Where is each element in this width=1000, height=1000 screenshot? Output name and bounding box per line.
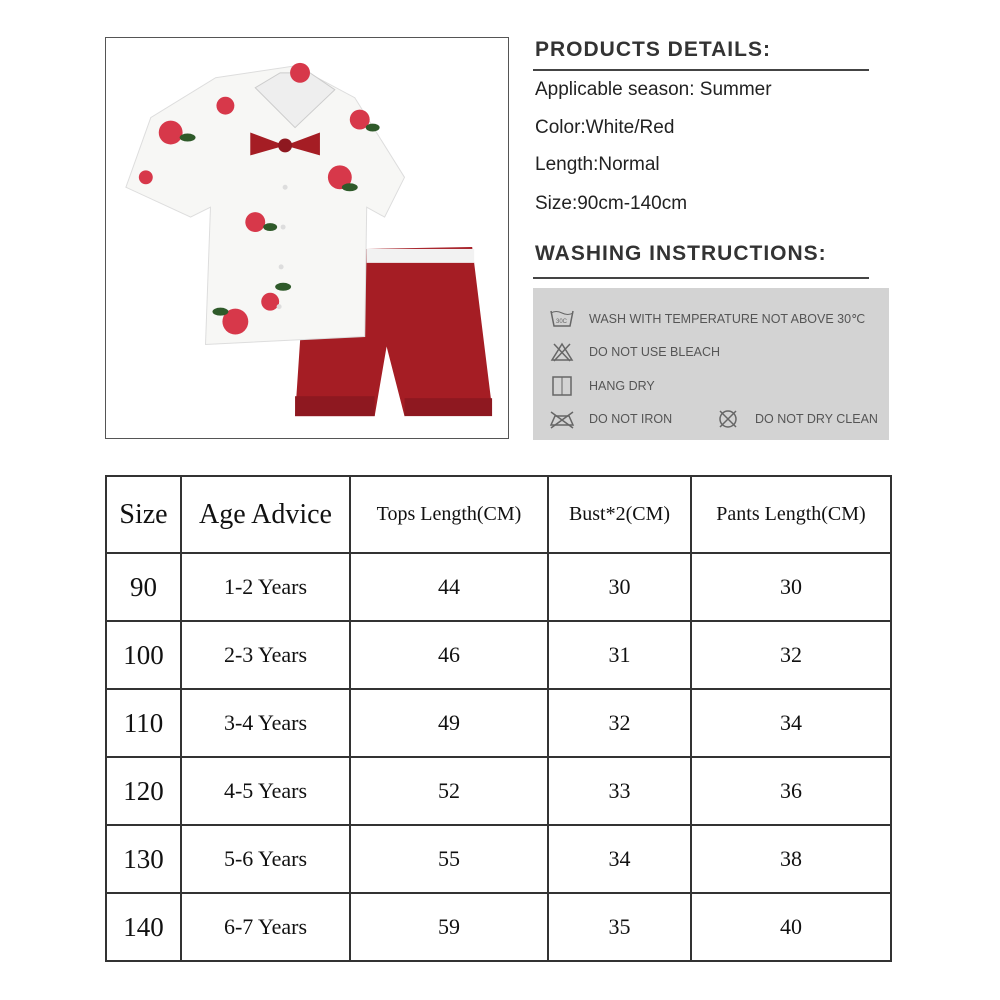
cell-bust: 35 (547, 892, 692, 962)
cell-size: 120 (105, 756, 182, 826)
header-pants-length: Pants Length(CM) (690, 475, 892, 554)
wash-item: DO NOT IRON (549, 408, 672, 430)
cell-bust: 30 (547, 552, 692, 622)
cell-pants-length: 30 (690, 552, 892, 622)
detail-length: Length:Normal (535, 154, 660, 175)
cell-age: 3-4 Years (180, 688, 351, 758)
no-dry-clean-icon (719, 410, 737, 428)
wash-30-icon: 30C (550, 310, 574, 327)
hang-dry-icon (552, 376, 572, 396)
cell-pants-length: 32 (690, 620, 892, 690)
washing-instructions-heading: WASHING INSTRUCTIONS: (535, 242, 827, 265)
wash-item: 30C WASH WITH TEMPERATURE NOT ABOVE 30℃ (549, 307, 865, 329)
detail-color: Color:White/Red (535, 117, 675, 138)
detail-season: Applicable season: Summer (535, 79, 772, 100)
divider (533, 69, 869, 71)
svg-text:30C: 30C (556, 319, 568, 325)
cell-tops-length: 59 (349, 892, 549, 962)
table-row: 120 4-5 Years 52 33 36 (105, 756, 892, 826)
cell-tops-length: 52 (349, 756, 549, 826)
cell-tops-length: 44 (349, 552, 549, 622)
header-age-advice: Age Advice (180, 475, 351, 554)
cell-bust: 33 (547, 756, 692, 826)
table-header-row: Size Age Advice Tops Length(CM) Bust*2(C… (105, 475, 892, 554)
table-row: 100 2-3 Years 46 31 32 (105, 620, 892, 690)
cell-age: 6-7 Years (180, 892, 351, 962)
cell-size: 130 (105, 824, 182, 894)
header-tops-length: Tops Length(CM) (349, 475, 549, 554)
cell-tops-length: 55 (349, 824, 549, 894)
cell-bust: 34 (547, 824, 692, 894)
cell-bust: 31 (547, 620, 692, 690)
cell-bust: 32 (547, 688, 692, 758)
wash-item: DO NOT DRY CLEAN (715, 408, 878, 430)
table-row: 110 3-4 Years 49 32 34 (105, 688, 892, 758)
header-bust: Bust*2(CM) (547, 475, 692, 554)
no-iron-icon (549, 411, 575, 429)
table-row: 90 1-2 Years 44 30 30 (105, 552, 892, 622)
cell-size: 100 (105, 620, 182, 690)
cell-age: 5-6 Years (180, 824, 351, 894)
cell-pants-length: 38 (690, 824, 892, 894)
detail-size: Size:90cm-140cm (535, 193, 688, 214)
cell-age: 2-3 Years (180, 620, 351, 690)
wash-item: HANG DRY (549, 375, 655, 397)
washing-instructions-panel: 30C WASH WITH TEMPERATURE NOT ABOVE 30℃ … (533, 288, 889, 440)
cell-size: 90 (105, 552, 182, 622)
size-chart-table: Size Age Advice Tops Length(CM) Bust*2(C… (105, 475, 892, 962)
cell-size: 140 (105, 892, 182, 962)
cell-size: 110 (105, 688, 182, 758)
cell-pants-length: 40 (690, 892, 892, 962)
cell-tops-length: 46 (349, 620, 549, 690)
table-row: 140 6-7 Years 59 35 40 (105, 892, 892, 962)
cell-age: 1-2 Years (180, 552, 351, 622)
cell-pants-length: 34 (690, 688, 892, 758)
product-details-heading: PRODUCTS DETAILS: (535, 38, 771, 61)
table-row: 130 5-6 Years 55 34 38 (105, 824, 892, 894)
shirt-and-shorts-illustration (125, 62, 493, 417)
divider (533, 277, 869, 279)
cell-pants-length: 36 (690, 756, 892, 826)
cell-tops-length: 49 (349, 688, 549, 758)
header-size: Size (105, 475, 182, 554)
no-bleach-icon (550, 342, 574, 362)
cell-age: 4-5 Years (180, 756, 351, 826)
product-photo (105, 37, 509, 439)
wash-item: DO NOT USE BLEACH (549, 341, 720, 363)
